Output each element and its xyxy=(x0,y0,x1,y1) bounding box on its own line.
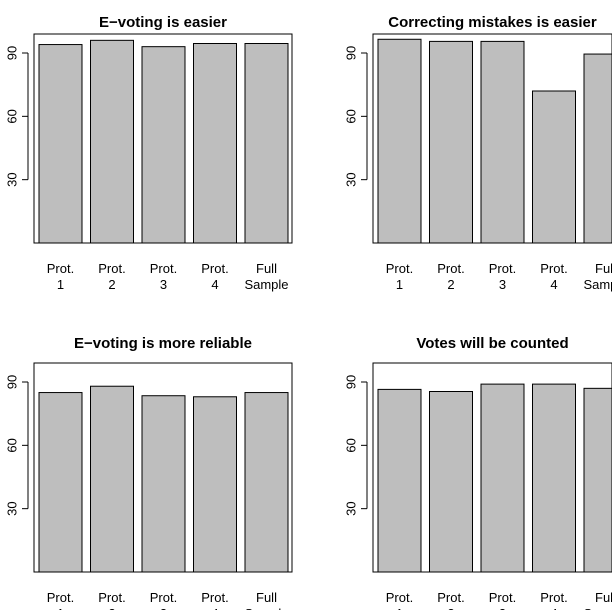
category-label: Prot. xyxy=(386,590,413,605)
category-label: Prot. xyxy=(201,590,228,605)
category-label: 1 xyxy=(57,277,64,292)
category-label: Prot. xyxy=(489,261,516,276)
bar-4 xyxy=(532,90,576,244)
bar-5 xyxy=(583,53,612,244)
chart-title: E−voting is more reliable xyxy=(74,335,252,352)
category-label: Prot. xyxy=(98,261,125,276)
y-tick-label: 90 xyxy=(343,375,358,389)
bar-1 xyxy=(377,38,422,244)
category-label: Prot. xyxy=(47,261,74,276)
y-tick-label: 90 xyxy=(4,375,19,389)
category-label: Full xyxy=(595,261,612,276)
y-tick-label: 90 xyxy=(343,46,358,60)
category-label: 3 xyxy=(160,277,167,292)
category-label: Sample xyxy=(244,606,288,610)
category-label: 1 xyxy=(396,277,403,292)
category-label: 1 xyxy=(396,606,403,610)
bar-4 xyxy=(193,43,237,244)
chart-panel-3: E−voting is more reliableProt.1Prot.2Pro… xyxy=(4,335,293,610)
category-label: Sample xyxy=(244,277,288,292)
bar-3 xyxy=(480,40,525,244)
y-tick-label: 60 xyxy=(343,438,358,452)
y-tick-label: 90 xyxy=(4,46,19,60)
y-tick-label: 30 xyxy=(4,172,19,186)
category-label: 3 xyxy=(160,606,167,610)
category-label: Full xyxy=(256,261,277,276)
bar-2 xyxy=(429,40,473,244)
chart-panel-4: Votes will be countedProt.1Prot.2Prot.3P… xyxy=(343,335,612,610)
category-label: Prot. xyxy=(150,590,177,605)
bar-2 xyxy=(90,39,134,244)
category-label: 2 xyxy=(108,606,115,610)
plot-frame xyxy=(33,362,293,573)
category-label: 4 xyxy=(211,277,218,292)
y-tick-label: 60 xyxy=(4,438,19,452)
bar-4 xyxy=(532,383,576,573)
bar-5 xyxy=(244,43,289,244)
chart-title: Votes will be counted xyxy=(416,335,568,352)
category-label: Prot. xyxy=(489,590,516,605)
category-label: Prot. xyxy=(437,590,464,605)
category-label: Sample xyxy=(583,277,612,292)
y-tick-label: 60 xyxy=(343,109,358,123)
chart-title: Correcting mistakes is easier xyxy=(388,14,597,31)
bar-4 xyxy=(193,396,237,573)
y-tick-label: 30 xyxy=(4,501,19,515)
bar-3 xyxy=(141,395,186,573)
category-label: 4 xyxy=(211,606,218,610)
plot-frame xyxy=(33,33,293,244)
bar-3 xyxy=(141,46,186,244)
y-tick-label: 30 xyxy=(343,501,358,515)
category-label: 1 xyxy=(57,606,64,610)
category-label: Sample xyxy=(583,606,612,610)
bar-5 xyxy=(583,387,612,573)
plot-frame xyxy=(372,362,612,573)
chart-panel-2: Correcting mistakes is easierProt.1Prot.… xyxy=(343,14,612,292)
y-tick-label: 30 xyxy=(343,172,358,186)
category-label: Prot. xyxy=(201,261,228,276)
category-label: Full xyxy=(595,590,612,605)
bar-1 xyxy=(38,392,83,573)
category-label: Prot. xyxy=(150,261,177,276)
bar-3 xyxy=(480,383,525,573)
chart-panel-1: E−voting is easierProt.1Prot.2Prot.3Prot… xyxy=(4,14,293,292)
plot-frame xyxy=(372,33,612,244)
category-label: 2 xyxy=(447,277,454,292)
category-label: 4 xyxy=(550,606,557,610)
bar-5 xyxy=(244,392,289,573)
category-label: Prot. xyxy=(98,590,125,605)
y-tick-label: 60 xyxy=(4,109,19,123)
category-label: 2 xyxy=(447,606,454,610)
category-label: 3 xyxy=(499,606,506,610)
category-label: 4 xyxy=(550,277,557,292)
bar-2 xyxy=(429,391,473,573)
category-label: Prot. xyxy=(437,261,464,276)
bar-2 xyxy=(90,385,134,573)
category-label: Prot. xyxy=(47,590,74,605)
category-label: Full xyxy=(256,590,277,605)
bar-1 xyxy=(38,44,83,244)
category-label: Prot. xyxy=(540,261,567,276)
bar-1 xyxy=(377,388,422,573)
category-label: Prot. xyxy=(386,261,413,276)
category-label: Prot. xyxy=(540,590,567,605)
category-label: 2 xyxy=(108,277,115,292)
chart-title: E−voting is easier xyxy=(99,14,227,31)
category-label: 3 xyxy=(499,277,506,292)
